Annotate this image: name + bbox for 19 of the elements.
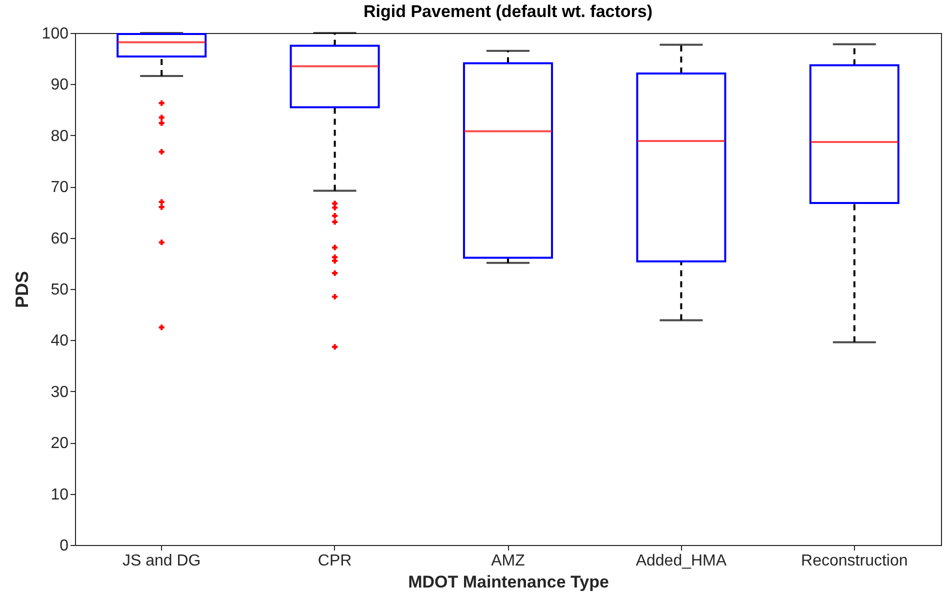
y-tick-label: 40 bbox=[50, 332, 69, 350]
y-tick-label: 10 bbox=[50, 486, 69, 504]
y-tick-label: 80 bbox=[50, 128, 69, 145]
x-tick-label: Added_HMA bbox=[636, 552, 727, 570]
x-tick-label: JS and DG bbox=[122, 552, 201, 570]
y-axis-title: PDS bbox=[12, 270, 32, 308]
x-tick-label: CPR bbox=[318, 552, 352, 570]
x-axis-title: MDOT Maintenance Type bbox=[408, 572, 609, 592]
chart-title: Rigid Pavement (default wt. factors) bbox=[363, 2, 653, 21]
y-tick-label: 90 bbox=[50, 76, 69, 94]
y-tick-label: 50 bbox=[50, 282, 69, 298]
y-tick-label: 100 bbox=[42, 26, 69, 42]
y-tick-label: 30 bbox=[50, 384, 69, 401]
y-tick-label: 60 bbox=[50, 230, 69, 248]
y-tick-label: 70 bbox=[50, 179, 69, 196]
y-tick-label: 20 bbox=[50, 435, 69, 452]
x-tick-label: AMZ bbox=[491, 552, 526, 570]
y-tick-label: 0 bbox=[60, 538, 69, 554]
x-tick-label: Reconstruction bbox=[801, 552, 908, 570]
